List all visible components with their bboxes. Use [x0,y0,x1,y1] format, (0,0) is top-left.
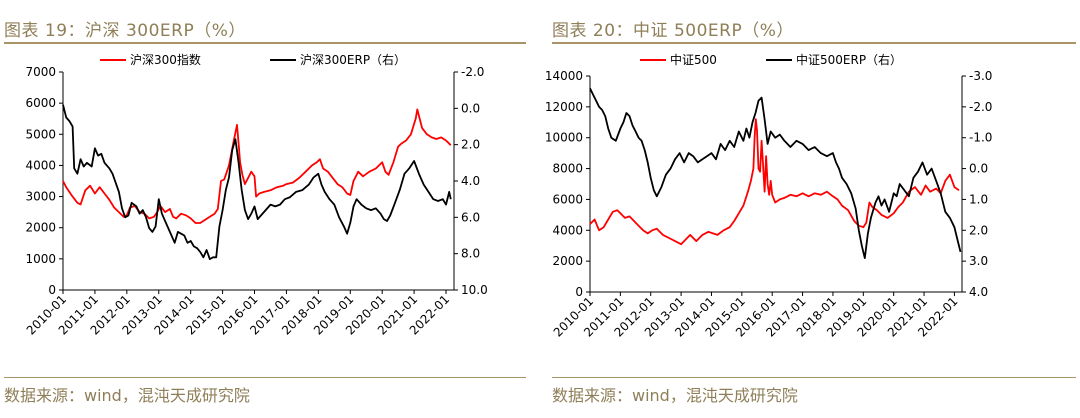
right-y-tick-label: -2.0 [969,100,992,114]
source-note: 数据来源：wind，混沌天成研究院 [4,386,250,405]
right-y-tick-label: -3.0 [969,69,992,83]
right-y-tick-label: 1.0 [969,192,988,206]
series-line-erp [62,104,452,260]
right-y-tick-label: 2.0 [461,138,480,152]
left-y-tick-label: 5000 [25,127,56,141]
hs300-erp-chart: 0 1000 2000 3000 4000 5000 6000 7000 -2.0 0.0 2.0 4… [24,52,488,338]
left-y-tick-label: 1000 [25,252,56,266]
source-rule [4,377,526,378]
title-rule [552,42,1076,44]
legend-label: 中证500 [670,52,717,67]
csi500-erp-chart: 0 2000 4000 6000 8000 10000 12000 14000 -3.0 -2.0… [545,52,993,340]
right-y-tick-label: 2.0 [969,223,988,237]
legend-label: 沪深300指数 [130,52,201,67]
legend-label: 沪深300ERP（右） [300,52,406,67]
series-line-index [589,118,960,246]
right-y-tick-label: 6.0 [461,210,480,224]
legend-label: 中证500ERP（右） [796,52,902,67]
figure-title: 图表 19：沪深 300ERP（%） [4,21,246,41]
chart-panel-left: 图表 19：沪深 300ERP（%） 0 1000 2000 3000 4000 5000… [0,0,530,418]
left-y-tick-label: 6000 [25,96,56,110]
right-y-tick-label: 4.0 [461,174,480,188]
left-y-tick-label: 4000 [552,223,583,237]
left-y-tick-label: 0 [575,285,583,299]
right-y-tick-label: 10.0 [461,283,488,297]
right-y-tick-label: 0.0 [969,162,988,176]
source-rule [552,377,1076,378]
left-y-tick-label: 7000 [25,65,56,79]
left-y-tick-label: 3000 [25,190,56,204]
right-y-tick-label: 0.0 [461,101,480,115]
series-line-erp [589,87,962,259]
left-y-tick-label: 12000 [545,100,583,114]
left-y-tick-label: 8000 [552,162,583,176]
figure-title: 图表 20：中证 500ERP（%） [552,21,794,41]
left-y-tick-label: 0 [48,283,56,297]
right-y-tick-label: 8.0 [461,247,480,261]
left-y-tick-label: 10000 [545,131,583,145]
chart-panel-right: 图表 20：中证 500ERP（%） 0 2000 4000 6000 8000 1000… [545,0,1080,418]
left-y-tick-label: 2000 [552,254,583,268]
right-y-tick-label: 4.0 [969,285,988,299]
left-y-tick-label: 14000 [545,69,583,83]
left-y-tick-label: 4000 [25,158,56,172]
title-rule [4,42,526,44]
left-y-tick-label: 2000 [25,221,56,235]
right-y-tick-label: 3.0 [969,254,988,268]
left-y-tick-label: 6000 [552,192,583,206]
right-y-tick-label: -2.0 [461,65,484,79]
source-note: 数据来源：wind，混沌天成研究院 [552,386,798,405]
right-y-tick-label: -1.0 [969,131,992,145]
